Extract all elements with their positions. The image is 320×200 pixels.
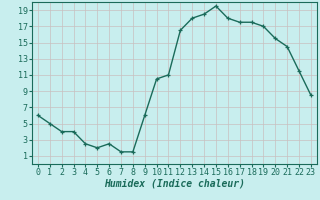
- X-axis label: Humidex (Indice chaleur): Humidex (Indice chaleur): [104, 179, 245, 189]
